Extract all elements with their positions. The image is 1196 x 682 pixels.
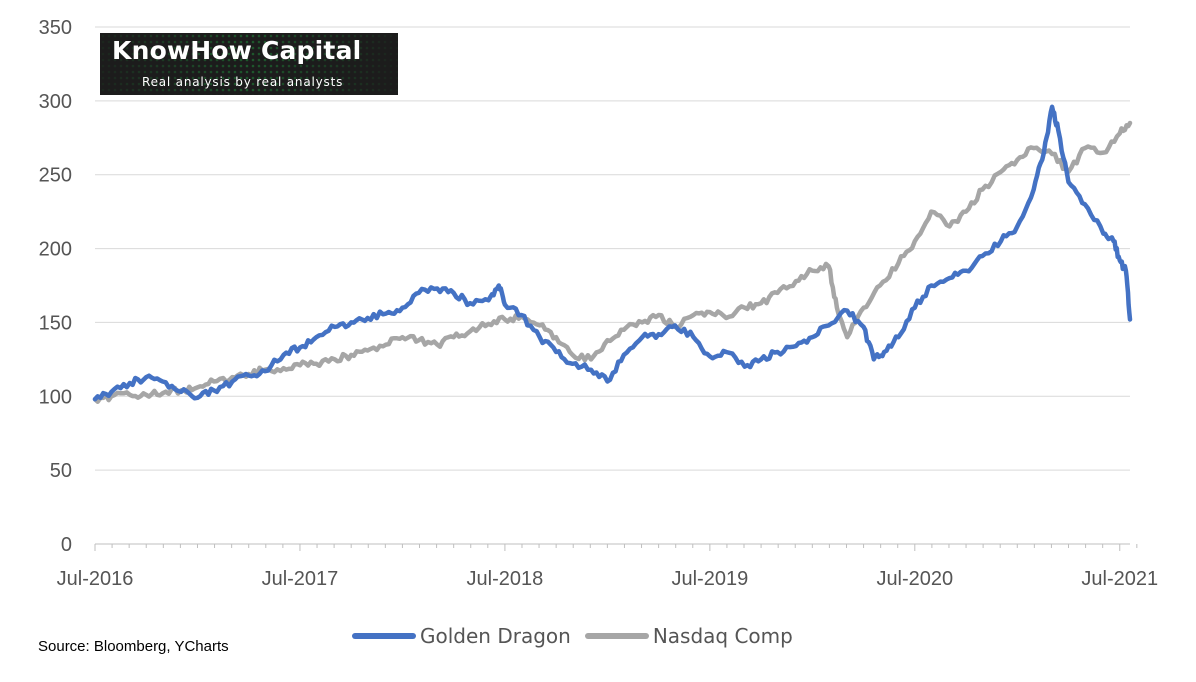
source-note: Source: Bloomberg, YCharts — [38, 638, 229, 655]
series-line-golden-dragon — [92, 104, 1133, 402]
legend-item-golden-dragon: Golden Dragon — [352, 624, 571, 648]
y-tick-label-100: 100 — [39, 386, 72, 408]
legend-swatch-nasdaq-comp — [584, 633, 649, 639]
logo-dot-pattern — [100, 33, 398, 95]
x-tick-label-jul-2019: Jul-2019 — [671, 568, 748, 590]
series-line-nasdaq-comp — [92, 120, 1133, 404]
legend-swatch-golden-dragon — [352, 633, 416, 639]
knowhow-capital-logo: KnowHow Capital Real analysis by real an… — [100, 33, 398, 95]
y-tick-label-150: 150 — [39, 312, 72, 334]
x-tick-label-jul-2021: Jul-2021 — [1081, 568, 1158, 590]
y-tick-label-200: 200 — [39, 239, 72, 261]
x-tick-label-jul-2017: Jul-2017 — [262, 568, 339, 590]
legend-label-golden-dragon: Golden Dragon — [420, 624, 571, 648]
legend-label-nasdaq-comp: Nasdaq Comp — [652, 624, 793, 648]
x-tick-label-jul-2016: Jul-2016 — [57, 568, 134, 590]
tick-labels: 0 50 100 150 200 250 300 350 Jul-2016 Jul-2017 Jul… — [39, 17, 1158, 590]
gridlines — [95, 26, 1130, 471]
axes — [94, 543, 1138, 551]
y-tick-label-300: 300 — [39, 91, 72, 113]
series-lines — [92, 104, 1133, 404]
logo-name: KnowHow Capital — [112, 36, 362, 65]
legend-item-nasdaq-comp: Nasdaq Comp — [584, 624, 793, 648]
x-tick-label-jul-2018: Jul-2018 — [467, 568, 544, 590]
chart-legend: Golden Dragon Nasdaq Comp — [352, 624, 807, 648]
y-tick-label-250: 250 — [39, 165, 72, 187]
logo-tagline: Real analysis by real analysts — [142, 75, 344, 89]
y-tick-label-50: 50 — [50, 460, 72, 482]
x-tick-label-jul-2020: Jul-2020 — [876, 568, 953, 590]
y-tick-label-350: 350 — [39, 17, 72, 39]
y-tick-label-0: 0 — [61, 534, 72, 556]
